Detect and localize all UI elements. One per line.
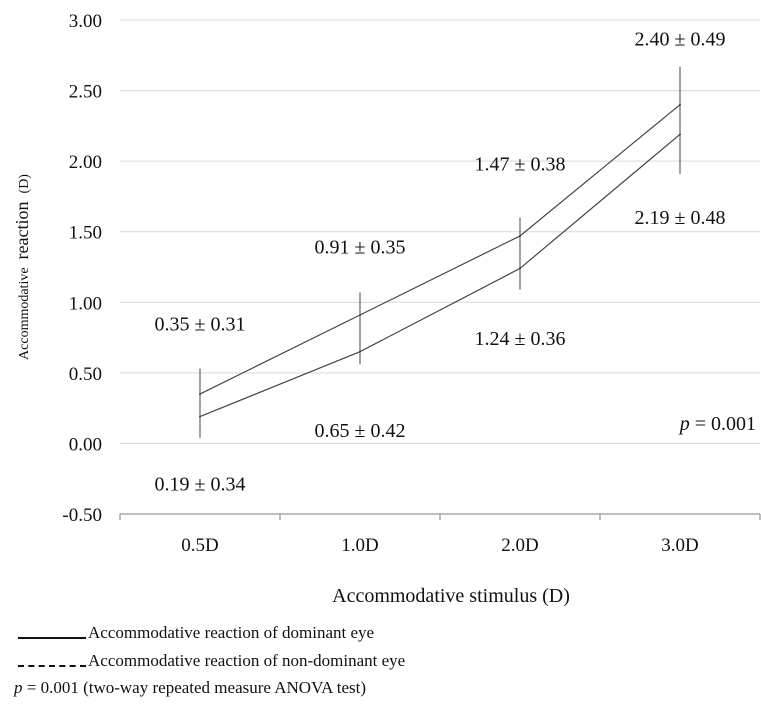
y-tick-labels: 3.00 2.50 2.00 1.50 1.00 0.50 0.00 -0.50 — [62, 11, 102, 526]
error-bars — [199, 66, 681, 438]
data-label: 0.91 ± 0.35 — [315, 237, 406, 259]
y-tick-label: 2.00 — [69, 152, 102, 173]
series-line-non-dominant — [199, 133, 681, 418]
data-point — [519, 267, 521, 270]
data-labels: 0.35 ± 0.31 0.91 ± 0.35 1.47 ± 0.38 2.40 ± … — [155, 29, 726, 496]
y-axis-label-large: reaction — [12, 201, 32, 259]
x-tick-labels: 0.5D 1.0D 2.0D 3.0D — [181, 535, 698, 556]
data-label: 1.47 ± 0.38 — [475, 153, 566, 175]
y-tick-label: 1.50 — [69, 223, 102, 244]
y-tick-label: 1.00 — [69, 293, 102, 314]
y-axis-label-small: Accommodative — [17, 267, 32, 360]
data-label: 0.19 ± 0.34 — [155, 474, 246, 496]
series-lines — [199, 103, 681, 418]
x-tick-label: 1.0D — [341, 535, 378, 556]
footnote-text: = 0.001 (two-way repeated measure ANOVA … — [22, 678, 367, 697]
p-value-annotation: p = 0.001 — [678, 413, 756, 435]
footnote: p = 0.001 (two-way repeated measure ANOV… — [14, 678, 366, 698]
data-label: 2.19 ± 0.48 — [635, 207, 726, 229]
data-point — [679, 103, 681, 106]
y-axis-label: Accommodative reaction (D) — [12, 174, 32, 360]
data-point — [199, 393, 201, 396]
y-axis-label-unit: (D) — [17, 174, 32, 194]
y-tick-label: 0.50 — [69, 364, 102, 385]
footnote-p: p — [14, 678, 23, 697]
gridlines — [119, 19, 761, 520]
y-tick-label: -0.50 — [62, 505, 102, 526]
legend-item-non-dominant: Accommodative reaction of non-dominant e… — [18, 650, 405, 672]
data-label: 2.40 ± 0.49 — [635, 29, 726, 51]
data-point — [359, 313, 361, 316]
data-point — [679, 133, 681, 136]
data-point — [359, 350, 361, 353]
legend-dashed-swatch — [18, 665, 86, 668]
data-label: 0.35 ± 0.31 — [155, 313, 246, 335]
data-label: 0.65 ± 0.42 — [315, 420, 406, 442]
legend-solid-swatch — [18, 637, 86, 640]
legend-label-dominant: Accommodative reaction of dominant eye — [88, 623, 375, 642]
legend-label-non-dominant: Accommodative reaction of non-dominant e… — [88, 651, 406, 670]
data-label: 1.24 ± 0.36 — [475, 328, 566, 350]
series-line-dominant — [199, 104, 681, 395]
legend-item-dominant: Accommodative reaction of dominant eye — [18, 622, 374, 644]
chart-area: 3.00 2.50 2.00 1.50 1.00 0.50 0.00 -0.50 0.5D 1.… — [12, 11, 761, 607]
data-point — [519, 234, 521, 237]
x-axis-label: Accommodative stimulus (D) — [332, 585, 570, 607]
y-tick-label: 3.00 — [69, 11, 102, 32]
x-tick-label: 2.0D — [501, 535, 538, 556]
data-point — [199, 415, 201, 418]
x-tick-label: 3.0D — [661, 535, 698, 556]
x-tick-label: 0.5D — [181, 535, 218, 556]
y-tick-label: 2.50 — [69, 82, 102, 103]
y-tick-label: 0.00 — [69, 434, 102, 455]
